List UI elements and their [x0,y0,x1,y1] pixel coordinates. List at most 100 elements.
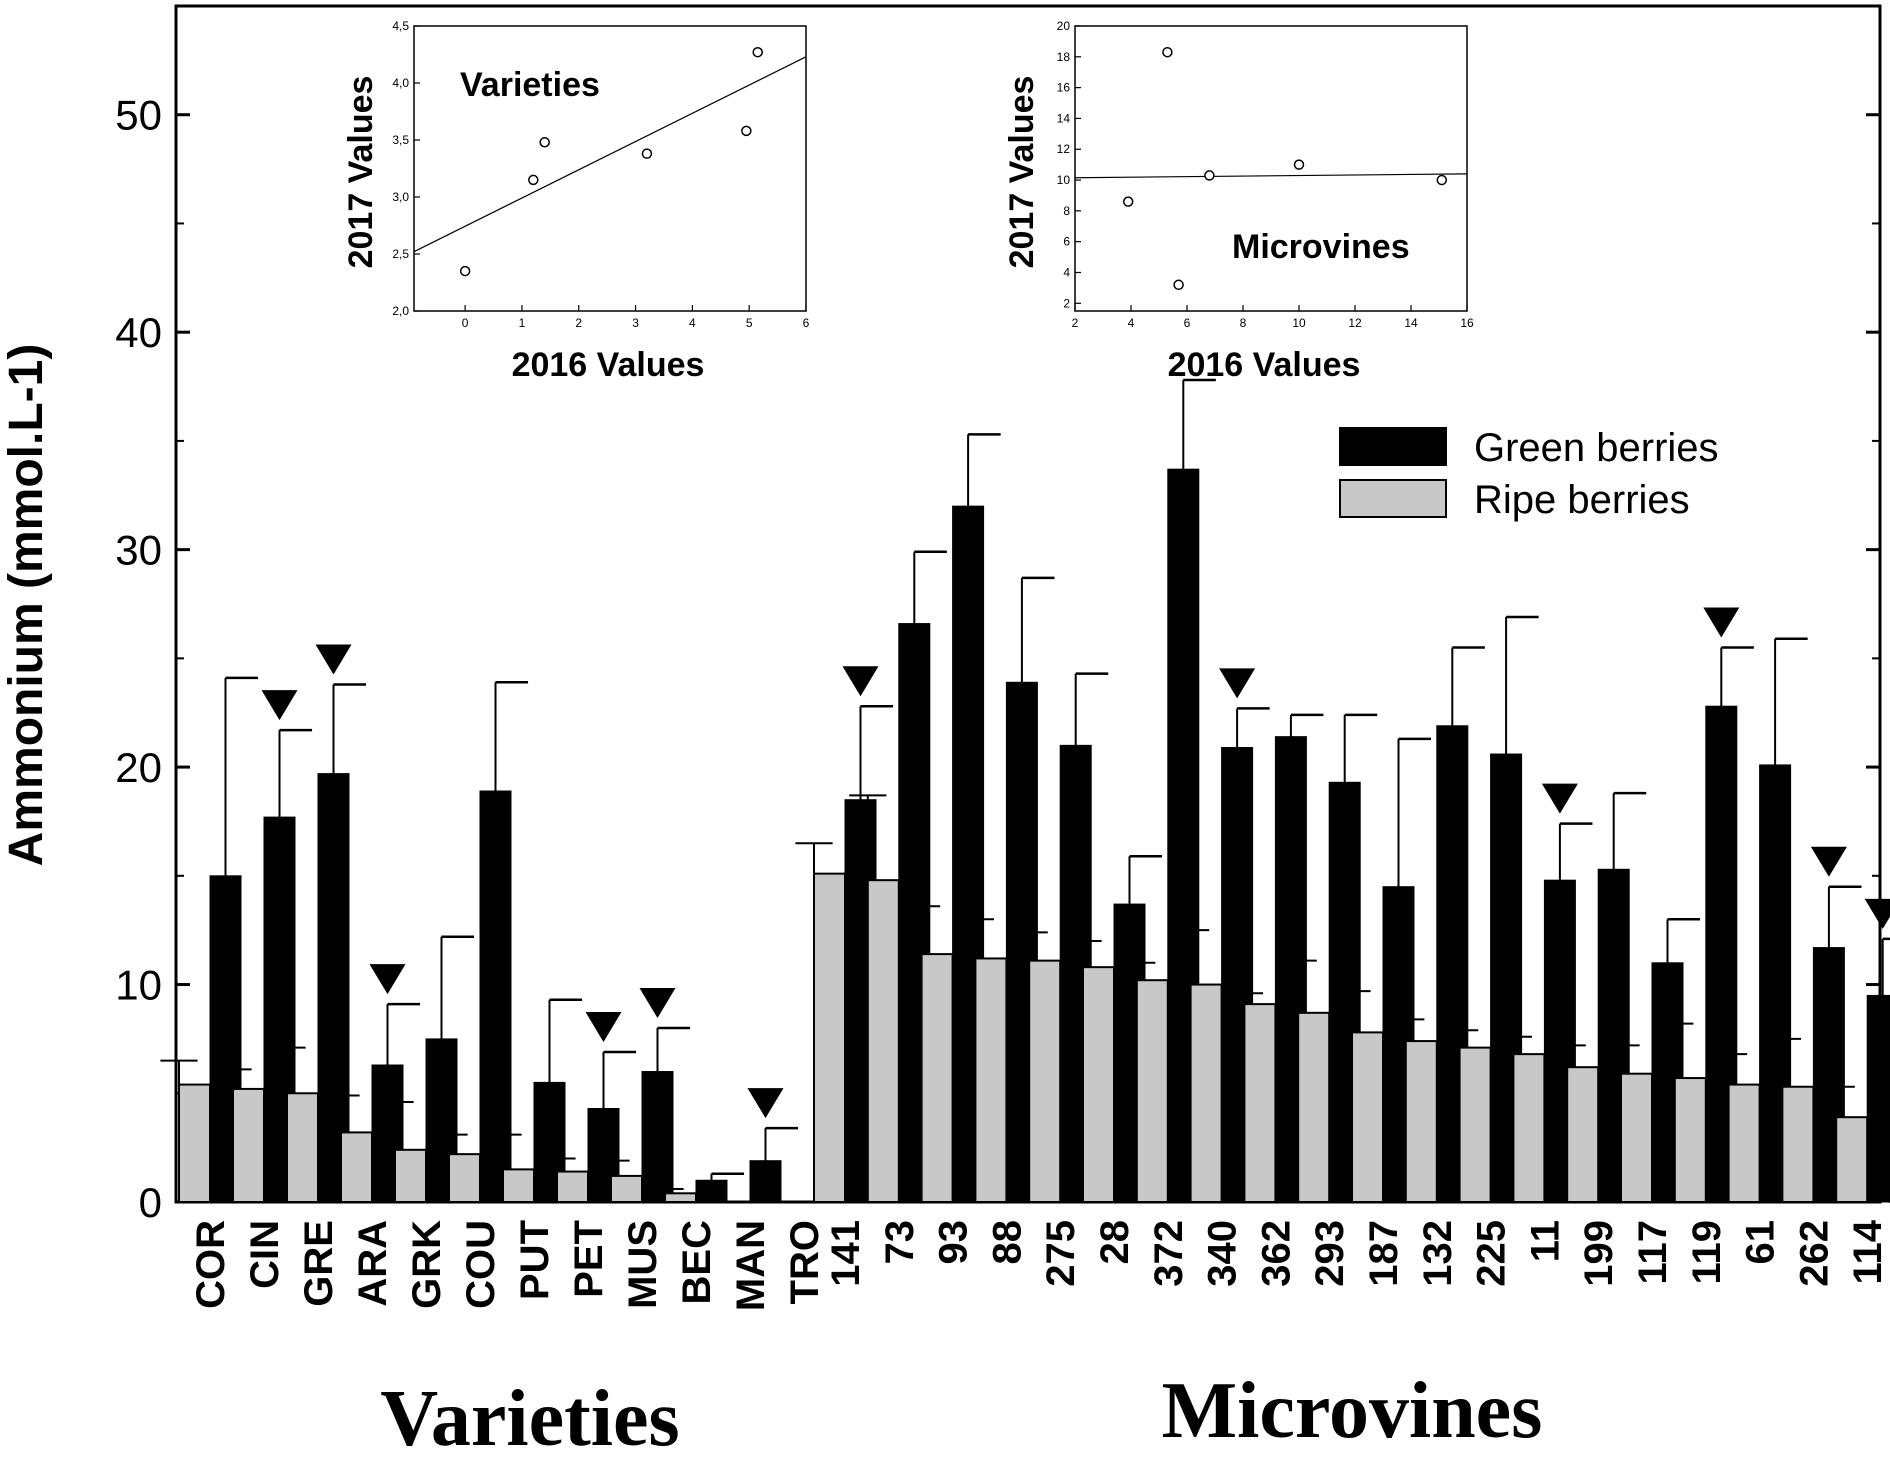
significance-mark-MUS [639,988,676,1019]
inset-microvines-ticks: 2 4 6 8 10 12 14 16 2 4 6 8 10 12 14 16 18 20 [1057,19,1474,330]
category-label-COR: COR [189,1220,233,1309]
inset-y-tick-label: 14 [1057,111,1071,125]
inset-varieties-ticks: 0 1 2 3 4 5 6 2,0 2,5 3,0 3,5 4,0 4,5 [392,19,809,330]
inset-data-point [1204,170,1215,181]
significance-mark-PET [585,1011,622,1042]
category-label-114: 114 [1846,1219,1890,1284]
category-label-GRE: GRE [297,1220,341,1307]
category-label-93: 93 [932,1220,976,1265]
significance-mark-141 [842,666,879,697]
inset-data-point [1436,174,1448,186]
inset-x-tick-label: 6 [803,316,810,330]
bar-ripe-275 [1028,959,1062,1203]
inset-y-tick-label: 2,0 [392,304,409,318]
inset-varieties-ylabel: 2017 Values [342,76,380,269]
inset-x-tick-label: 8 [1240,316,1247,330]
inset-x-tick-label: 2 [1072,316,1079,330]
significance-mark-MAN [747,1088,784,1119]
category-label-199: 199 [1577,1220,1621,1287]
y-tick-label-30: 30 [115,527,162,574]
bar-green-132 [1436,725,1469,1203]
inset-data-point [741,125,752,137]
bar-ripe-BEC [664,1192,697,1203]
bar-ripe-MUS [610,1174,643,1203]
category-label-119: 119 [1685,1220,1729,1285]
bar-ripe-114 [1835,1116,1869,1204]
bars-layer [160,378,1890,1204]
category-label-TRO: TRO [783,1220,827,1304]
group-label-varieties: Varieties [380,1375,679,1457]
inset-microvines-ylabel: 2017 Values [1003,76,1041,269]
bar-green-MUS [641,1071,674,1203]
category-label-117: 117 [1631,1220,1675,1285]
significance-mark-ARA [369,964,406,995]
bar-ripe-28 [1082,966,1115,1204]
inset-data-point [641,148,653,159]
category-label-28: 28 [1093,1220,1137,1265]
category-label-PET: PET [567,1220,611,1298]
bar-ripe-88 [974,957,1008,1204]
inset-microvines-frame [1074,25,1468,312]
category-label-293: 293 [1308,1220,1352,1287]
category-label-372: 372 [1147,1220,1191,1287]
bar-ripe-61 [1727,1083,1761,1204]
legend-label-ripe: Ripe berries [1474,478,1690,522]
bar-ripe-COU [448,1153,481,1204]
bar-green-362 [1274,736,1307,1203]
y-axis-label: Ammonium (mmol.L-1) [0,344,53,867]
inset-data-point [752,46,763,58]
legend-label-green: Green berries [1474,426,1719,470]
bar-green-GRE [317,773,350,1203]
category-label-61: 61 [1739,1220,1783,1265]
bar-ripe-119 [1673,1077,1707,1203]
inset-y-tick-label: 16 [1057,81,1071,95]
inset-y-tick-label: 20 [1057,19,1071,33]
inset-x-tick-label: 6 [1184,316,1191,330]
significance-mark-340 [1219,668,1256,699]
inset-data-point [1162,46,1173,58]
bar-ripe-225 [1458,1046,1492,1204]
inset-y-tick-label: 4,5 [392,19,409,33]
bar-ripe-372 [1135,979,1169,1203]
inset-x-tick-label: 16 [1460,316,1474,330]
category-label-MAN: MAN [729,1220,773,1311]
inset-x-tick-label: 3 [632,316,639,330]
inset-y-tick-label: 4 [1063,265,1070,279]
significance-marks [261,607,1890,1119]
significance-mark-CIN [261,690,298,721]
category-label-73: 73 [878,1220,922,1265]
category-label-275: 275 [1039,1220,1083,1287]
inset-x-tick-label: 4 [689,316,696,330]
bar-ripe-ARA [340,1131,373,1204]
y-tick-label-40: 40 [115,309,162,356]
bar-ripe-COR [178,1083,211,1204]
inset-y-tick-label: 2,5 [392,247,409,261]
inset-data-point [1122,196,1134,207]
significance-mark-11 [1541,783,1578,814]
inset-y-tick-label: 4,0 [392,76,409,90]
inset-data-point [528,174,539,186]
bar-ripe-GRK [394,1148,427,1204]
inset-varieties-scatter: 0 1 2 3 4 5 6 2,0 2,5 3,0 3,5 4,0 4,5 Varieties 2016… [342,19,810,384]
category-label-187: 187 [1362,1220,1406,1287]
bar-green-GRK [425,1038,458,1203]
inset-y-tick-label: 8 [1063,204,1070,218]
inset-y-tick-label: 3,0 [392,190,409,204]
inset-microvines-xlabel: 2016 Values [1168,346,1361,384]
bar-ripe-PET [556,1170,589,1204]
category-label-PUT: PUT [513,1220,557,1300]
bar-ripe-73 [866,879,900,1204]
bar-ripe-141 [813,872,846,1203]
category-label-141: 141 [824,1220,868,1287]
category-label-11: 11 [1523,1220,1567,1262]
y-tick-label-10: 10 [115,962,162,1009]
bar-ripe-93 [920,953,954,1203]
bar-ripe-362 [1243,1003,1277,1204]
inset-data-point [1293,159,1305,170]
bar-ripe-CIN [232,1087,265,1203]
bar-ripe-262 [1781,1085,1815,1204]
